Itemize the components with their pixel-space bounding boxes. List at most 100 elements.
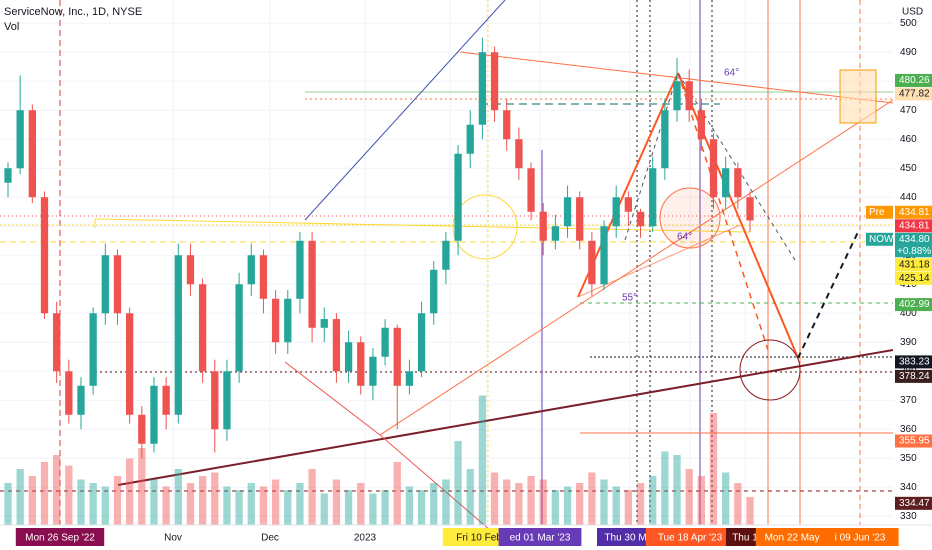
volume-bar <box>746 497 754 525</box>
candle-body <box>186 255 195 285</box>
y-tick-label: 330 <box>900 511 917 522</box>
price-tag-bg <box>866 205 893 219</box>
price-label: 434.80 <box>899 234 930 245</box>
volume-bar <box>357 483 365 525</box>
candle-body <box>174 255 182 415</box>
candle-body <box>661 110 669 169</box>
price-label-bg <box>895 205 932 219</box>
candle-body <box>697 110 705 140</box>
volume-bar <box>673 455 681 525</box>
volume-bar <box>125 458 134 525</box>
volume-bar <box>259 486 268 525</box>
candle-body <box>430 269 438 314</box>
y-tick-label: 360 <box>900 424 917 435</box>
candle-body <box>600 226 608 285</box>
candle-body <box>478 52 487 125</box>
candle-body <box>125 313 134 415</box>
price-label-bg <box>895 219 932 233</box>
candle-body <box>405 371 414 386</box>
x-tick-label: Dec <box>261 533 279 544</box>
candle-body <box>77 385 85 415</box>
candle-body <box>576 197 584 241</box>
volume-bar <box>77 479 85 525</box>
x-label-bg <box>645 528 735 546</box>
candle-body <box>320 319 328 328</box>
volume-bar <box>4 483 12 525</box>
volume-bar <box>442 479 450 525</box>
volume-bar <box>417 490 426 525</box>
volume-bar <box>515 483 523 525</box>
price-label: 477.82 <box>899 89 930 100</box>
x-tick-label: Tue 18 Apr '23 <box>658 533 723 544</box>
price-label-bg <box>895 298 932 312</box>
volume <box>4 395 754 525</box>
volume-bar <box>235 490 243 525</box>
volume-bar <box>138 448 146 525</box>
price-label: 431.18 <box>899 259 930 270</box>
volume-bar <box>734 483 742 525</box>
volume-bar <box>685 469 693 525</box>
y-tick-label: 400 <box>900 308 917 319</box>
x-label-bg <box>821 528 899 546</box>
title: ServiceNow, Inc., 1D, NYSE <box>4 6 142 18</box>
candle-body <box>515 139 523 169</box>
candle-body <box>344 342 353 372</box>
x-tick-label: Fri 10 Feb '23 <box>456 533 518 544</box>
price-label: 480.26 <box>899 75 930 86</box>
candle-body <box>284 298 292 343</box>
candle-body <box>624 197 633 212</box>
volume-bar <box>101 486 109 525</box>
change-bg <box>895 245 932 258</box>
candle-body <box>271 298 280 343</box>
candle-body <box>709 139 718 198</box>
volume-bar <box>381 490 389 525</box>
volume-bar <box>284 490 292 525</box>
volume-bar <box>53 455 61 525</box>
volume-bar <box>113 476 122 525</box>
volume-bar <box>271 479 280 525</box>
candle-body <box>734 168 742 198</box>
x-label-bg <box>15 528 105 546</box>
x-label-bg <box>726 528 764 546</box>
volume-bar <box>490 472 499 525</box>
candle-body <box>454 153 462 241</box>
candle-body <box>89 313 97 386</box>
volume-bar <box>551 490 560 525</box>
candle-body <box>636 211 645 227</box>
y-tick-label: 340 <box>900 482 917 493</box>
candle-body <box>393 327 401 386</box>
y-tick-label: 460 <box>900 134 917 145</box>
candle-body <box>588 240 596 285</box>
volume-bar <box>332 479 341 525</box>
volume-bar <box>393 462 401 525</box>
candle-body <box>113 255 122 314</box>
candle-body <box>259 255 268 299</box>
candle-body <box>357 342 365 386</box>
price-tag: NOW <box>869 234 894 245</box>
volume-bar <box>296 483 304 525</box>
candle-body <box>539 211 547 241</box>
volume-bar <box>162 486 170 525</box>
volume-bar <box>454 441 462 525</box>
candle-body <box>16 110 24 169</box>
candle-body <box>138 414 146 444</box>
volume-bar <box>89 483 97 525</box>
price-label-bg <box>895 73 932 87</box>
candles <box>4 37 754 459</box>
candle-body <box>527 168 535 212</box>
y-tick-label: 370 <box>900 395 917 406</box>
candle-body <box>369 356 377 386</box>
candle-body <box>381 327 389 357</box>
price-tag: Pre <box>869 207 885 218</box>
volume-bar <box>503 479 511 525</box>
volume-bar <box>40 462 49 525</box>
currency: USD <box>902 7 923 18</box>
volume-bar <box>247 483 255 525</box>
y-tick-label: 490 <box>900 47 917 58</box>
candle-body <box>53 313 61 372</box>
y-tick-label: 440 <box>900 192 917 203</box>
y-tick-label: 390 <box>900 337 917 348</box>
y-tick-label: 350 <box>900 453 917 464</box>
vol-title: Vol <box>4 21 19 33</box>
